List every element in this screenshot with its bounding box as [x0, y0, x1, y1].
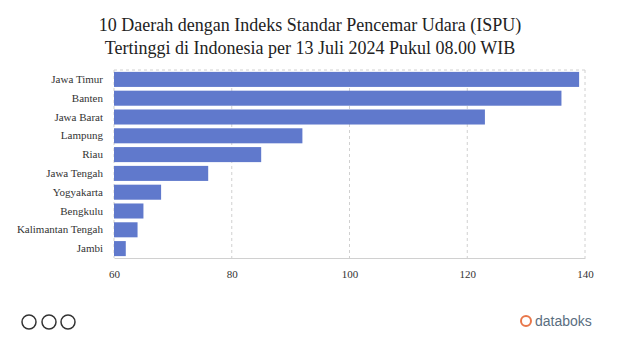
tick: 140	[577, 258, 594, 280]
bar	[114, 72, 579, 87]
license-icon	[61, 315, 75, 329]
category-label: Bengkulu	[60, 205, 103, 217]
tick: 100	[342, 258, 359, 280]
tick: Yogyakarta	[53, 186, 114, 198]
axis-line	[114, 71, 115, 259]
x-axis: 60 80 100 120 140	[109, 258, 594, 280]
tick: 120	[460, 258, 477, 280]
category-label: Jawa Barat	[54, 111, 103, 123]
tick-label: 60	[109, 268, 121, 280]
license-icon	[42, 315, 56, 329]
source-logo	[521, 316, 531, 326]
grid-line	[585, 70, 586, 258]
category-label: Jawa Timur	[51, 73, 103, 85]
bar	[114, 147, 261, 162]
axis-line	[115, 258, 586, 259]
frame-line	[114, 70, 585, 71]
tick: Kalimantan Tengah	[17, 223, 114, 235]
title-line: 10 Daerah dengan Indeks Standar Pencemar…	[99, 15, 521, 36]
bar	[114, 91, 561, 106]
source: databoks	[521, 313, 592, 329]
grid	[114, 70, 585, 258]
bar	[114, 185, 161, 200]
tick: Riau	[82, 148, 114, 160]
tick: Jawa Timur	[51, 73, 114, 85]
bar	[114, 222, 138, 237]
category-label: Jambi	[77, 242, 103, 254]
tick-label: 140	[577, 268, 594, 280]
bar	[114, 109, 485, 124]
tick: Jawa Barat	[54, 111, 114, 123]
bar	[114, 203, 143, 218]
category-label: Jawa Tengah	[46, 167, 103, 179]
title: 10 Daerah dengan Indeks Standar Pencemar…	[99, 15, 521, 58]
category-label: Yogyakarta	[53, 186, 103, 198]
category-label: Banten	[72, 92, 104, 104]
category-label: Riau	[82, 148, 103, 160]
chart: 10 Daerah dengan Indeks Standar Pencemar…	[0, 0, 620, 348]
tick: Jambi	[77, 242, 114, 254]
category-label: Kalimantan Tengah	[17, 223, 104, 235]
plot: 60 80 100 120 140 Jawa Timur Banten Jawa Barat L…	[17, 70, 594, 280]
tick-label: 120	[460, 268, 477, 280]
bar	[114, 241, 126, 256]
tick: Jawa Tengah	[46, 167, 114, 179]
title-line: Tertinggi di Indonesia per 13 Juli 2024 …	[105, 38, 515, 58]
tick: 60	[109, 258, 121, 280]
bar	[114, 166, 208, 181]
source-text: databoks	[535, 313, 592, 329]
tick: Bengkulu	[60, 205, 114, 217]
category-label: Lampung	[61, 129, 104, 141]
license-icons	[22, 315, 75, 329]
y-axis: Jawa Timur Banten Jawa Barat Lampung Riau Jaw…	[17, 71, 115, 259]
bars	[114, 72, 579, 256]
license-icon	[22, 315, 36, 329]
tick: 80	[227, 258, 239, 280]
tick-label: 80	[227, 268, 239, 280]
tick: Lampung	[61, 129, 114, 141]
tick-label: 100	[342, 268, 359, 280]
tick: Banten	[72, 92, 114, 104]
bar	[114, 128, 302, 143]
